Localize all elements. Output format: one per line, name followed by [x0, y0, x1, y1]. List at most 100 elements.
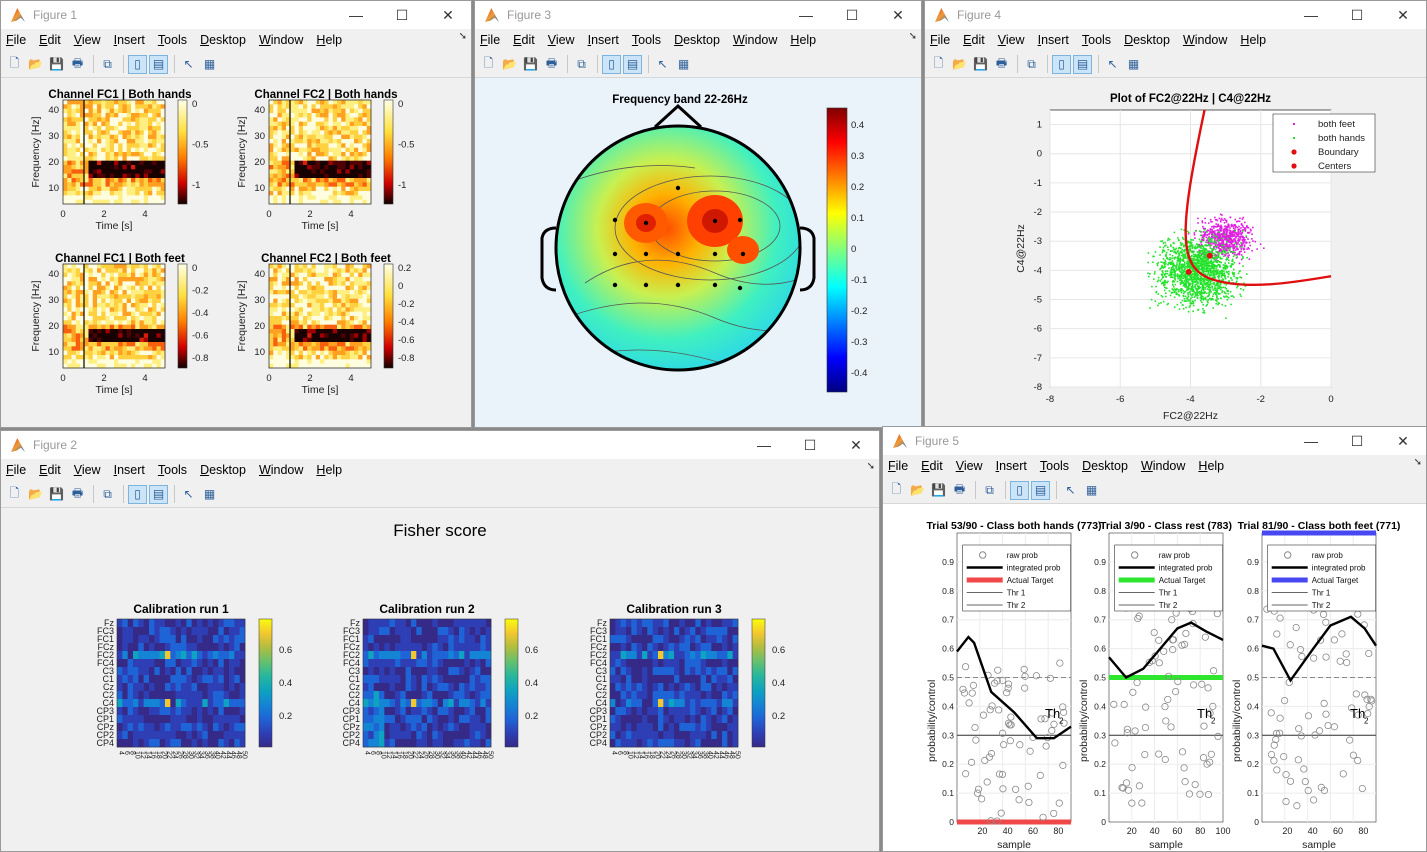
pointer-icon[interactable]: ↖: [1107, 57, 1118, 71]
menu-window[interactable]: Window: [258, 33, 304, 47]
menu-tools[interactable]: Tools: [1081, 33, 1112, 47]
spectrogram-cell: [92, 307, 98, 313]
menu-file[interactable]: File: [930, 33, 951, 47]
spectrogram-cell: [135, 182, 140, 188]
menu-file[interactable]: File: [6, 463, 27, 477]
link-plot-icon[interactable]: ⧉: [103, 56, 112, 71]
menu-help[interactable]: Help: [1240, 33, 1267, 47]
menu-tools[interactable]: Tools: [157, 33, 188, 47]
open-folder-icon[interactable]: 📂: [28, 487, 43, 501]
menu-desktop[interactable]: Desktop: [1124, 33, 1170, 47]
property-inspector-icon[interactable]: ▦: [1127, 57, 1140, 71]
new-file-icon[interactable]: 🗋: [9, 485, 20, 500]
both-hands-point: [1191, 300, 1194, 302]
menu-tools[interactable]: Tools: [157, 463, 188, 477]
pointer-icon[interactable]: ↖: [183, 57, 194, 71]
menu-file[interactable]: File: [6, 33, 27, 47]
close-button[interactable]: ✕: [1397, 6, 1409, 23]
menu-view[interactable]: View: [73, 463, 101, 477]
menu-insert[interactable]: Insert: [1037, 33, 1069, 47]
menu-insert[interactable]: Insert: [113, 463, 145, 477]
property-inspector-icon[interactable]: ▦: [677, 57, 690, 71]
open-folder-icon[interactable]: 📂: [28, 57, 43, 71]
spectrogram-cell: [143, 311, 149, 317]
link-plot-icon[interactable]: ⧉: [103, 486, 112, 501]
property-inspector-icon[interactable]: ▦: [203, 487, 216, 501]
menu-help[interactable]: Help: [316, 33, 343, 47]
menu-insert[interactable]: Insert: [587, 33, 619, 47]
plot-tools-show-icon[interactable]: ▤: [149, 54, 168, 74]
plot-tools-show-icon[interactable]: ▤: [623, 54, 642, 74]
menu-view[interactable]: View: [73, 33, 101, 47]
minimize-button[interactable]: —: [349, 7, 363, 23]
spectrogram-cell: [290, 264, 295, 269]
title-bar[interactable]: Figure 3 — ☐ ✕: [475, 1, 921, 29]
spectrogram-cell: [109, 182, 115, 188]
minimize-button[interactable]: —: [1304, 7, 1318, 23]
plot-tools-show-icon[interactable]: ▤: [1073, 54, 1092, 74]
print-icon[interactable]: 🖶: [545, 55, 558, 70]
menu-view[interactable]: View: [547, 33, 575, 47]
link-plot-icon[interactable]: ⧉: [1027, 56, 1036, 71]
menu-desktop[interactable]: Desktop: [674, 33, 720, 47]
menu-window[interactable]: Window: [258, 463, 304, 477]
print-icon[interactable]: 🖶: [995, 55, 1008, 70]
menu-window[interactable]: Window: [732, 33, 778, 47]
print-icon[interactable]: 🖶: [71, 485, 84, 500]
maximize-button[interactable]: ☐: [1350, 6, 1364, 23]
menu-desktop[interactable]: Desktop: [200, 33, 246, 47]
plot-tools-hide-icon[interactable]: ▯: [128, 484, 147, 504]
save-icon[interactable]: 💾: [523, 57, 538, 71]
print-icon[interactable]: 🖶: [71, 55, 84, 70]
minimize-button[interactable]: —: [799, 7, 813, 23]
minimize-button[interactable]: —: [757, 437, 771, 453]
new-file-icon[interactable]: 🗋: [9, 55, 20, 70]
dock-arrow-icon[interactable]: ➘: [908, 31, 917, 42]
property-inspector-icon[interactable]: ▦: [203, 57, 216, 71]
save-icon[interactable]: 💾: [49, 487, 64, 501]
save-icon[interactable]: 💾: [973, 57, 988, 71]
plot-tools-hide-icon[interactable]: ▯: [1052, 54, 1071, 74]
title-bar[interactable]: Figure 4 — ☐ ✕: [925, 1, 1426, 29]
maximize-button[interactable]: ☐: [845, 6, 859, 23]
pointer-icon[interactable]: ↖: [183, 487, 194, 501]
spectrogram-cell: [307, 350, 312, 356]
maximize-button[interactable]: ☐: [803, 436, 817, 453]
menu-window[interactable]: Window: [1182, 33, 1228, 47]
menu-edit[interactable]: Edit: [39, 463, 61, 477]
menu-desktop[interactable]: Desktop: [200, 463, 246, 477]
plot-tools-show-icon[interactable]: ▤: [149, 484, 168, 504]
plot-tools-hide-icon[interactable]: ▯: [128, 54, 147, 74]
plot-tools-hide-icon[interactable]: ▯: [602, 54, 621, 74]
spectrogram-cell: [349, 272, 355, 278]
spectrogram-cell: [109, 126, 115, 131]
new-file-icon[interactable]: 🗋: [483, 55, 494, 70]
spectrogram-cell: [160, 346, 166, 352]
dock-arrow-icon[interactable]: ➘: [866, 461, 875, 472]
both-hands-point: [1221, 272, 1223, 275]
dock-arrow-icon[interactable]: ➘: [458, 31, 467, 42]
title-bar[interactable]: Figure 2 — ☐ ✕: [1, 431, 879, 459]
spectrogram-cell: [105, 311, 111, 317]
open-folder-icon[interactable]: 📂: [502, 57, 517, 71]
close-button[interactable]: ✕: [892, 6, 904, 23]
open-folder-icon[interactable]: 📂: [952, 57, 967, 71]
new-file-icon[interactable]: 🗋: [933, 55, 944, 70]
close-button[interactable]: ✕: [442, 6, 454, 23]
menu-file[interactable]: File: [480, 33, 501, 47]
menu-view[interactable]: View: [997, 33, 1025, 47]
save-icon[interactable]: 💾: [49, 57, 64, 71]
menu-help[interactable]: Help: [316, 463, 343, 477]
link-plot-icon[interactable]: ⧉: [577, 56, 586, 71]
maximize-button[interactable]: ☐: [395, 6, 409, 23]
menu-tools[interactable]: Tools: [631, 33, 662, 47]
menu-edit[interactable]: Edit: [39, 33, 61, 47]
menu-edit[interactable]: Edit: [963, 33, 985, 47]
menu-edit[interactable]: Edit: [513, 33, 535, 47]
menu-insert[interactable]: Insert: [113, 33, 145, 47]
title-bar[interactable]: Figure 1 — ☐ ✕: [1, 1, 471, 29]
menu-help[interactable]: Help: [790, 33, 817, 47]
close-button[interactable]: ✕: [850, 436, 862, 453]
pointer-icon[interactable]: ↖: [657, 57, 668, 71]
both-hands-point: [1192, 292, 1194, 295]
